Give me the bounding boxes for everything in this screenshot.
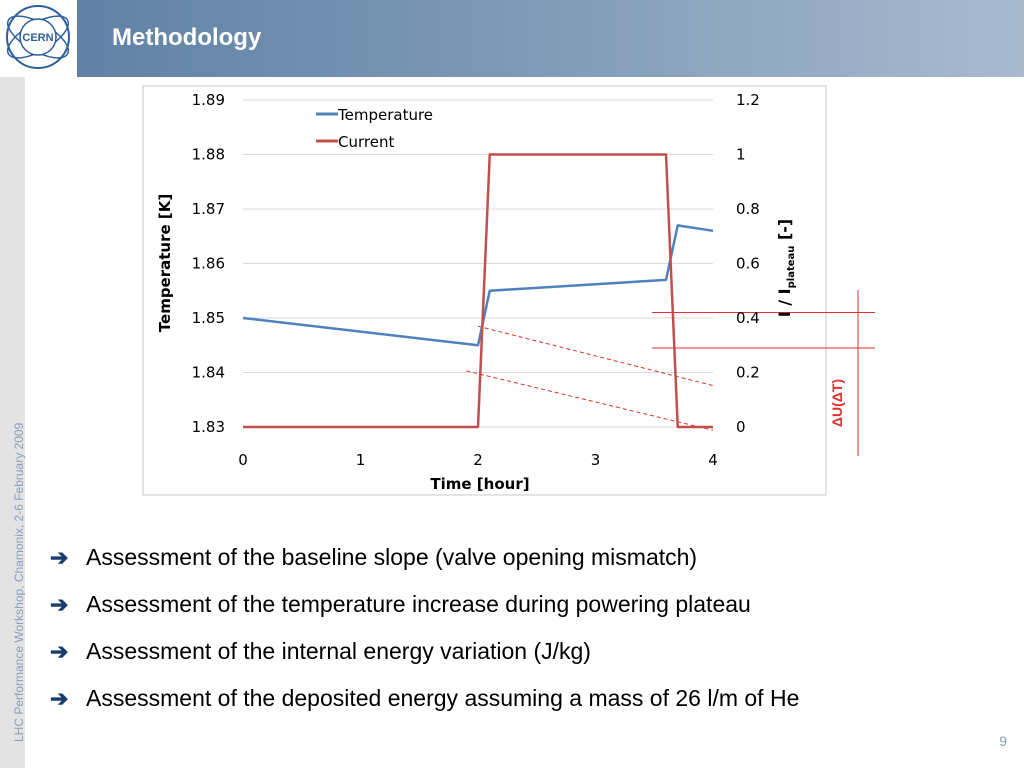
x-tick-label: 4	[708, 451, 718, 469]
logo-text: CERN	[22, 32, 53, 44]
legend-label-current: Current	[338, 133, 394, 151]
bullet-item: ➔ Assessment of the temperature increase …	[50, 581, 799, 628]
arrow-icon: ➔	[50, 638, 69, 664]
arrow-icon: ➔	[50, 591, 69, 617]
y-tick-label: 1.87	[192, 200, 225, 218]
y2-axis-label: I / Iplateau [-]	[775, 219, 797, 318]
x-tick-label: 0	[238, 451, 248, 469]
x-tick-label: 1	[356, 451, 366, 469]
y2-tick-label: 0.4	[736, 309, 760, 327]
arrow-icon: ➔	[50, 685, 69, 711]
legend-label-temperature: Temperature	[337, 106, 433, 124]
slide-header: CERN Methodology	[0, 0, 1024, 77]
y2-axis-label-sub: plateau	[786, 246, 797, 289]
y2-tick-label: 1	[736, 146, 746, 164]
dashed-slope-line	[466, 370, 714, 431]
delta-annotation: ΔU(ΔT)	[829, 290, 859, 456]
bullet-item: ➔ Assessment of the baseline slope (valve…	[50, 534, 799, 581]
chart-series	[242, 153, 714, 429]
y2-tick-label: 1.2	[736, 91, 760, 109]
slide-title: Methodology	[112, 24, 262, 51]
chart-grid	[243, 99, 713, 428]
y-tick-label: 1.85	[192, 309, 225, 327]
y-tick-label: 1.84	[192, 364, 225, 382]
bullet-item: ➔ Assessment of the deposited energy assu…	[50, 675, 799, 722]
bullet-text: Assessment of the baseline slope (valve …	[86, 544, 698, 570]
y-tick-label: 1.83	[192, 418, 225, 436]
y-tick-label: 1.88	[192, 146, 225, 164]
x-tick-label: 3	[591, 451, 601, 469]
y-tick-label: 1.89	[192, 91, 225, 109]
dashed-slope-line	[477, 325, 714, 387]
chart-legend: Temperature Current	[316, 106, 433, 151]
y2-axis-label-suffix: [-]	[775, 219, 794, 246]
bullet-text: Assessment of the temperature increase d…	[86, 591, 751, 617]
y2-axis-label-main: I / I	[775, 288, 794, 317]
y2-tick-label: 0.6	[736, 255, 760, 273]
cern-logo-icon: CERN	[6, 5, 70, 69]
bullet-text: Assessment of the internal energy variat…	[86, 638, 591, 664]
bullet-item: ➔ Assessment of the internal energy varia…	[50, 628, 799, 675]
delta-u-label: ΔU(ΔT)	[829, 379, 845, 427]
dashed-slope-lines	[466, 325, 714, 431]
x-axis-label: Time [hour]	[430, 475, 529, 493]
bullet-list: ➔ Assessment of the baseline slope (valve…	[50, 534, 799, 722]
y2-tick-label: 0.2	[736, 364, 760, 382]
y2-tick-label: 0.8	[736, 200, 760, 218]
cern-logo: CERN	[0, 0, 77, 77]
reference-lines	[652, 312, 875, 349]
page-number: 9	[999, 733, 1007, 749]
x-tick-label: 2	[473, 451, 483, 469]
y-tick-label: 1.86	[192, 255, 225, 273]
arrow-icon: ➔	[50, 544, 69, 570]
series-line-current	[243, 153, 713, 429]
bullet-text: Assessment of the deposited energy assum…	[86, 685, 800, 711]
chart-ticks: 1.83 1.84 1.85 1.86 1.87 1.88 1.89 0 0.2 0.4 0.6 0.…	[192, 91, 760, 469]
y2-tick-label: 0	[736, 418, 746, 436]
series-line-temperature	[242, 224, 714, 347]
left-sidebar	[0, 77, 25, 768]
y-axis-label: Temperature [K]	[156, 194, 174, 332]
